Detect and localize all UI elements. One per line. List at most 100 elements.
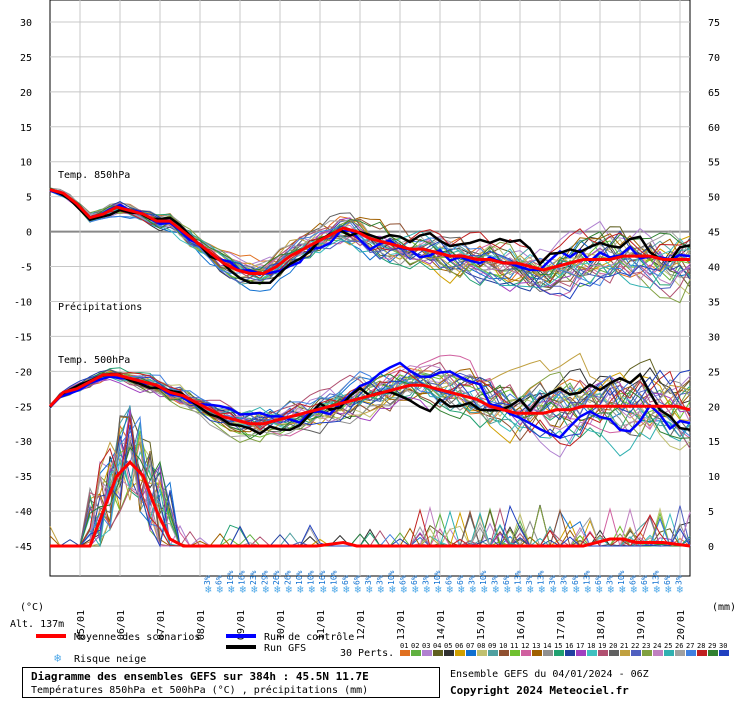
left-tick-label: -40 — [14, 507, 32, 518]
pert-swatch — [609, 650, 619, 656]
pert-swatch — [455, 650, 465, 656]
snowflake-icon: ❄ — [228, 583, 235, 596]
pert-swatch — [422, 650, 432, 656]
snowflake-icon: ❄ — [343, 583, 350, 596]
pert-swatch — [400, 650, 410, 656]
snowflake-icon: ❄ — [240, 583, 247, 596]
snow-risk-label: 10% — [617, 570, 626, 585]
x-tick-label: 19/01 — [636, 610, 647, 640]
x-tick-label: 10/01 — [276, 610, 287, 640]
snow-risk-label: 26% — [272, 570, 281, 585]
pert-swatch — [543, 650, 553, 656]
pert-label: 09 — [488, 642, 496, 650]
right-tick-label: 40 — [708, 263, 720, 274]
snow-risk-label: 23% — [249, 570, 258, 585]
pert-swatch — [708, 650, 718, 656]
left-tick-label: 0 — [26, 228, 32, 239]
snowflake-icon: ❄ — [263, 583, 270, 596]
right-tick-label: 0 — [708, 542, 714, 553]
snow-risk-label: 3% — [491, 575, 500, 585]
legend-mean-label: Moyenne des scénarios — [74, 631, 200, 643]
left-tick-label: 5 — [26, 193, 32, 204]
snow-risk-label: 6% — [445, 575, 454, 585]
pert-label: 19 — [598, 642, 606, 650]
snowflake-icon: ❄ — [274, 583, 281, 596]
pert-label: 18 — [587, 642, 595, 650]
x-tick-label: 05/01 — [76, 610, 87, 640]
snow-risk-label: 10% — [295, 570, 304, 585]
snowflake-icon: ❄ — [447, 583, 454, 596]
snowflake-icon: ❄ — [596, 583, 603, 596]
snowflake-icon: ❄ — [481, 583, 488, 596]
snow-risk-label: 10% — [479, 570, 488, 585]
pert-label: 24 — [653, 642, 661, 650]
snowflake-icon: ❄ — [332, 583, 339, 596]
snowflake-icon: ❄ — [504, 583, 511, 596]
pert-label: 22 — [631, 642, 639, 650]
pert-label: 25 — [664, 642, 672, 650]
pert-label: 10 — [499, 642, 507, 650]
ensemble-run-label: Ensemble GEFS du 04/01/2024 - 06Z — [450, 669, 649, 680]
x-tick-label: 11/01 — [316, 610, 327, 640]
snow-risk-label: 10% — [330, 570, 339, 585]
left-tick-label: 10 — [20, 158, 32, 169]
snow-risk-label: 13% — [514, 570, 523, 585]
precip-mean-line — [50, 460, 691, 548]
snowflake-icon: ❄ — [585, 583, 592, 596]
snow-risk-label: 6% — [640, 575, 649, 585]
snowflake-icon: ❄ — [677, 583, 684, 596]
snow-risk-label: 6% — [629, 575, 638, 585]
snow-risk-label: 3% — [606, 575, 615, 585]
pert-swatch — [532, 650, 542, 656]
pert-swatch — [521, 650, 531, 656]
t500-member — [49, 370, 691, 437]
snowflake-icon: ❄ — [286, 583, 293, 596]
snowflake-icon: ❄ — [573, 583, 580, 596]
pert-label: 02 — [411, 642, 419, 650]
pert-swatch — [411, 650, 421, 656]
right-tick-label: 65 — [708, 88, 720, 99]
pert-label: 08 — [477, 642, 485, 650]
left-tick-label: -25 — [14, 402, 32, 413]
snow-risk-label: 16% — [238, 570, 247, 585]
snow-risk-label: 6% — [410, 575, 419, 585]
snowflake-icon: ❄ — [366, 583, 373, 596]
pert-label: 12 — [521, 642, 529, 650]
x-tick-label: 08/01 — [196, 610, 207, 640]
snowflake-icon: ❄ — [401, 583, 408, 596]
legend-control-label: Run de contrôle — [264, 631, 354, 643]
pert-swatch — [433, 650, 443, 656]
right-tick-label: 30 — [708, 332, 720, 343]
pert-swatch — [554, 650, 564, 656]
snowflake-icon: ❄ — [320, 583, 327, 596]
legend-gfs-label: Run GFS — [264, 643, 306, 654]
pert-swatch — [576, 650, 586, 656]
pert-label: 30 — [719, 642, 727, 650]
snowflake-icon: ❄ — [412, 583, 419, 596]
pert-label: 11 — [510, 642, 518, 650]
chart-subtitle: Températures 850hPa et 500hPa (°C) , pré… — [31, 685, 369, 696]
snow-risk-label: 6% — [594, 575, 603, 585]
pert-label: 06 — [455, 642, 463, 650]
snow-risk-label: 6% — [502, 575, 511, 585]
pert-swatch — [664, 650, 674, 656]
x-tick-label: 20/01 — [676, 610, 687, 640]
snowflake-icon: ❄ — [642, 583, 649, 596]
left-tick-label: -20 — [14, 367, 32, 378]
left-tick-label: -35 — [14, 472, 32, 483]
snowflake-icon: ❄ — [470, 583, 477, 596]
left-tick-label: -5 — [20, 263, 32, 274]
t850-member — [49, 190, 691, 292]
snowflake-icon: ❄ — [562, 583, 569, 596]
pert-label: 20 — [609, 642, 617, 650]
pert-label: 05 — [444, 642, 452, 650]
left-tick-label: 15 — [20, 123, 32, 134]
snowflake-icon: ❄ — [435, 583, 442, 596]
right-tick-label: 10 — [708, 472, 720, 483]
pert-swatch — [499, 650, 509, 656]
t850-gfs-run — [49, 188, 691, 285]
pert-label: 21 — [620, 642, 628, 650]
snowflake-icon: ❄ — [608, 583, 615, 596]
left-tick-label: -45 — [14, 542, 32, 553]
